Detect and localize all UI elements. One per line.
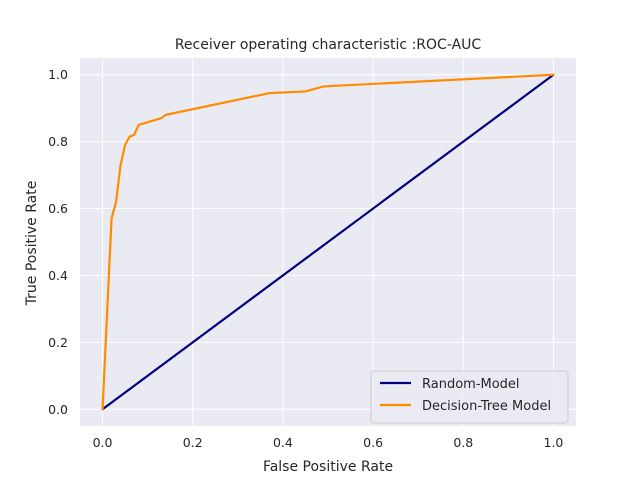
y-tick-label: 0.8	[48, 134, 68, 149]
legend-label-random-model: Random-Model	[422, 377, 520, 392]
series-line-random-model	[101, 73, 555, 411]
legend-box	[370, 370, 569, 424]
series-layer	[101, 73, 555, 411]
x-tick-label: 1.0	[544, 435, 564, 450]
y-tick-label: 0.6	[48, 201, 68, 216]
chart-title: Receiver operating characteristic :ROC-A…	[175, 37, 482, 53]
legend-label-decision-tree-model: Decision-Tree Model	[422, 399, 551, 414]
x-axis-label: False Positive Rate	[263, 459, 393, 475]
x-tick-label: 0.4	[273, 435, 293, 450]
y-tick-label: 0.0	[48, 402, 68, 417]
x-tick-label: 0.0	[93, 435, 113, 450]
y-tick-label: 0.4	[48, 268, 68, 283]
legend: Random-Model Decision-Tree Model	[370, 370, 569, 424]
series-line-decision-tree-model	[101, 73, 555, 411]
tick-labels: 0.0 0.2 0.4 0.6 0.8 1.0 0.0 0.2 0.4 0.6 0.8 1.0	[48, 67, 563, 450]
x-tick-label: 0.2	[183, 435, 203, 450]
x-tick-label: 0.8	[453, 435, 473, 450]
y-tick-label: 1.0	[48, 67, 68, 82]
y-tick-label: 0.2	[48, 335, 68, 350]
grid-lines	[80, 58, 576, 426]
y-axis-label: True Positive Rate	[24, 181, 40, 307]
x-tick-label: 0.6	[363, 435, 383, 450]
